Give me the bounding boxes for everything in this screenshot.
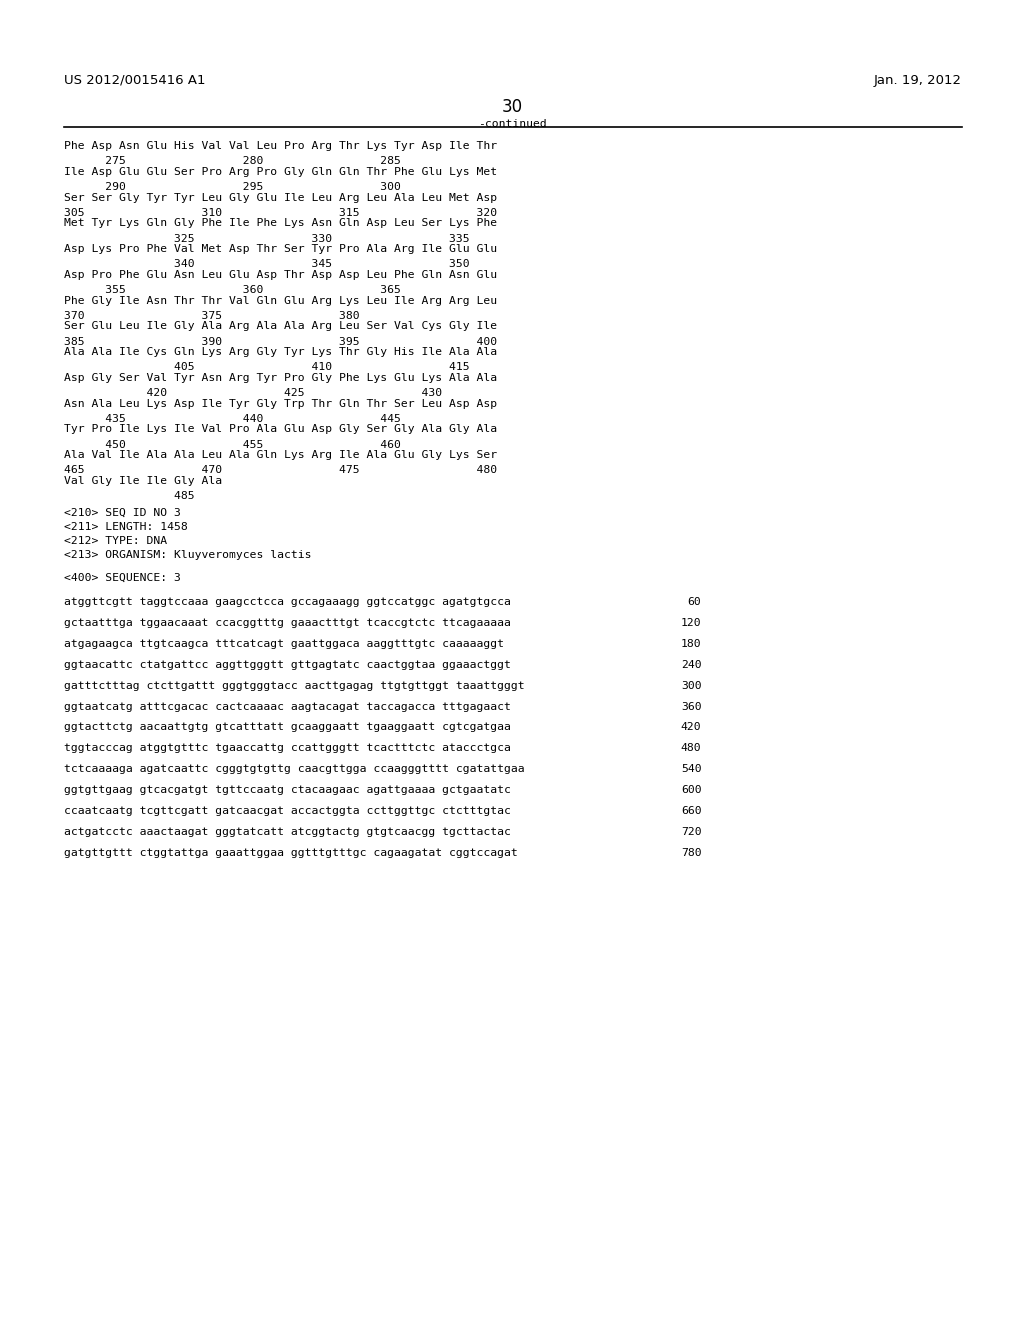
Text: 420: 420 <box>681 722 701 733</box>
Text: 120: 120 <box>681 618 701 628</box>
Text: 435                 440                 445: 435 440 445 <box>63 413 400 424</box>
Text: Ala Val Ile Ala Ala Leu Ala Gln Lys Arg Ile Ala Glu Gly Lys Ser: Ala Val Ile Ala Ala Leu Ala Gln Lys Arg … <box>63 450 497 461</box>
Text: 480: 480 <box>681 743 701 754</box>
Text: 660: 660 <box>681 805 701 816</box>
Text: US 2012/0015416 A1: US 2012/0015416 A1 <box>63 74 206 87</box>
Text: Ile Asp Glu Glu Ser Pro Arg Pro Gly Gln Gln Thr Phe Glu Lys Met: Ile Asp Glu Glu Ser Pro Arg Pro Gly Gln … <box>63 168 497 177</box>
Text: Asp Lys Pro Phe Val Met Asp Thr Ser Tyr Pro Ala Arg Ile Glu Glu: Asp Lys Pro Phe Val Met Asp Thr Ser Tyr … <box>63 244 497 255</box>
Text: 340                 345                 350: 340 345 350 <box>63 259 470 269</box>
Text: 450                 455                 460: 450 455 460 <box>63 440 400 450</box>
Text: 30: 30 <box>502 98 522 116</box>
Text: Asp Pro Phe Glu Asn Leu Glu Asp Thr Asp Asp Leu Phe Gln Asn Glu: Asp Pro Phe Glu Asn Leu Glu Asp Thr Asp … <box>63 269 497 280</box>
Text: ggtaatcatg atttcgacac cactcaaaac aagtacagat taccagacca tttgagaact: ggtaatcatg atttcgacac cactcaaaac aagtaca… <box>63 701 511 711</box>
Text: 300: 300 <box>681 681 701 690</box>
Text: Ser Glu Leu Ile Gly Ala Arg Ala Ala Arg Leu Ser Val Cys Gly Ile: Ser Glu Leu Ile Gly Ala Arg Ala Ala Arg … <box>63 321 497 331</box>
Text: Phe Gly Ile Asn Thr Thr Val Gln Glu Arg Lys Leu Ile Arg Arg Leu: Phe Gly Ile Asn Thr Thr Val Gln Glu Arg … <box>63 296 497 306</box>
Text: 60: 60 <box>688 597 701 607</box>
Text: <212> TYPE: DNA: <212> TYPE: DNA <box>63 536 167 546</box>
Text: tggtacccag atggtgtttc tgaaccattg ccattgggtt tcactttctc ataccctgca: tggtacccag atggtgtttc tgaaccattg ccattgg… <box>63 743 511 754</box>
Text: 385                 390                 395                 400: 385 390 395 400 <box>63 337 497 347</box>
Text: Asn Ala Leu Lys Asp Ile Tyr Gly Trp Thr Gln Thr Ser Leu Asp Asp: Asn Ala Leu Lys Asp Ile Tyr Gly Trp Thr … <box>63 399 497 409</box>
Text: 275                 280                 285: 275 280 285 <box>63 156 400 166</box>
Text: <211> LENGTH: 1458: <211> LENGTH: 1458 <box>63 521 187 532</box>
Text: 360: 360 <box>681 701 701 711</box>
Text: Jan. 19, 2012: Jan. 19, 2012 <box>874 74 963 87</box>
Text: ggtgttgaag gtcacgatgt tgttccaatg ctacaagaac agattgaaaa gctgaatatc: ggtgttgaag gtcacgatgt tgttccaatg ctacaag… <box>63 785 511 795</box>
Text: 305                 310                 315                 320: 305 310 315 320 <box>63 207 497 218</box>
Text: 240: 240 <box>681 660 701 669</box>
Text: 540: 540 <box>681 764 701 774</box>
Text: ggtaacattc ctatgattcc aggttgggtt gttgagtatc caactggtaa ggaaactggt: ggtaacattc ctatgattcc aggttgggtt gttgagt… <box>63 660 511 669</box>
Text: 600: 600 <box>681 785 701 795</box>
Text: 355                 360                 365: 355 360 365 <box>63 285 400 296</box>
Text: <210> SEQ ID NO 3: <210> SEQ ID NO 3 <box>63 508 181 519</box>
Text: <400> SEQUENCE: 3: <400> SEQUENCE: 3 <box>63 573 181 583</box>
Text: 420                 425                 430: 420 425 430 <box>63 388 442 399</box>
Text: 720: 720 <box>681 826 701 837</box>
Text: atgagaagca ttgtcaagca tttcatcagt gaattggaca aaggtttgtc caaaaaggt: atgagaagca ttgtcaagca tttcatcagt gaattgg… <box>63 639 504 649</box>
Text: Asp Gly Ser Val Tyr Asn Arg Tyr Pro Gly Phe Lys Glu Lys Ala Ala: Asp Gly Ser Val Tyr Asn Arg Tyr Pro Gly … <box>63 372 497 383</box>
Text: Ser Ser Gly Tyr Tyr Leu Gly Glu Ile Leu Arg Leu Ala Leu Met Asp: Ser Ser Gly Tyr Tyr Leu Gly Glu Ile Leu … <box>63 193 497 203</box>
Text: Val Gly Ile Ile Gly Ala: Val Gly Ile Ile Gly Ala <box>63 475 222 486</box>
Text: actgatcctc aaactaagat gggtatcatt atcggtactg gtgtcaacgg tgcttactac: actgatcctc aaactaagat gggtatcatt atcggta… <box>63 826 511 837</box>
Text: 485: 485 <box>63 491 195 502</box>
Text: Phe Asp Asn Glu His Val Val Leu Pro Arg Thr Lys Tyr Asp Ile Thr: Phe Asp Asn Glu His Val Val Leu Pro Arg … <box>63 141 497 152</box>
Text: -continued: -continued <box>477 119 547 129</box>
Text: ccaatcaatg tcgttcgatt gatcaacgat accactggta ccttggttgc ctctttgtac: ccaatcaatg tcgttcgatt gatcaacgat accactg… <box>63 805 511 816</box>
Text: Met Tyr Lys Gln Gly Phe Ile Phe Lys Asn Gln Asp Leu Ser Lys Phe: Met Tyr Lys Gln Gly Phe Ile Phe Lys Asn … <box>63 218 497 228</box>
Text: Tyr Pro Ile Lys Ile Val Pro Ala Glu Asp Gly Ser Gly Ala Gly Ala: Tyr Pro Ile Lys Ile Val Pro Ala Glu Asp … <box>63 424 497 434</box>
Text: 370                 375                 380: 370 375 380 <box>63 310 359 321</box>
Text: gctaatttga tggaacaaat ccacggtttg gaaactttgt tcaccgtctc ttcagaaaaa: gctaatttga tggaacaaat ccacggtttg gaaactt… <box>63 618 511 628</box>
Text: ggtacttctg aacaattgtg gtcatttatt gcaaggaatt tgaaggaatt cgtcgatgaa: ggtacttctg aacaattgtg gtcatttatt gcaagga… <box>63 722 511 733</box>
Text: Ala Ala Ile Cys Gln Lys Arg Gly Tyr Lys Thr Gly His Ile Ala Ala: Ala Ala Ile Cys Gln Lys Arg Gly Tyr Lys … <box>63 347 497 358</box>
Text: 325                 330                 335: 325 330 335 <box>63 234 470 244</box>
Text: 405                 410                 415: 405 410 415 <box>63 362 470 372</box>
Text: gatttctttag ctcttgattt gggtgggtacc aacttgagag ttgtgttggt taaattgggt: gatttctttag ctcttgattt gggtgggtacc aactt… <box>63 681 524 690</box>
Text: 290                 295                 300: 290 295 300 <box>63 182 400 193</box>
Text: tctcaaaaga agatcaattc cgggtgtgttg caacgttgga ccaagggtttt cgatattgaa: tctcaaaaga agatcaattc cgggtgtgttg caacgt… <box>63 764 524 774</box>
Text: 780: 780 <box>681 847 701 858</box>
Text: gatgttgttt ctggtattga gaaattggaa ggtttgtttgc cagaagatat cggtccagat: gatgttgttt ctggtattga gaaattggaa ggtttgt… <box>63 847 518 858</box>
Text: <213> ORGANISM: Kluyveromyces lactis: <213> ORGANISM: Kluyveromyces lactis <box>63 549 311 560</box>
Text: 465                 470                 475                 480: 465 470 475 480 <box>63 465 497 475</box>
Text: 180: 180 <box>681 639 701 649</box>
Text: atggttcgtt taggtccaaa gaagcctcca gccagaaagg ggtccatggc agatgtgcca: atggttcgtt taggtccaaa gaagcctcca gccagaa… <box>63 597 511 607</box>
